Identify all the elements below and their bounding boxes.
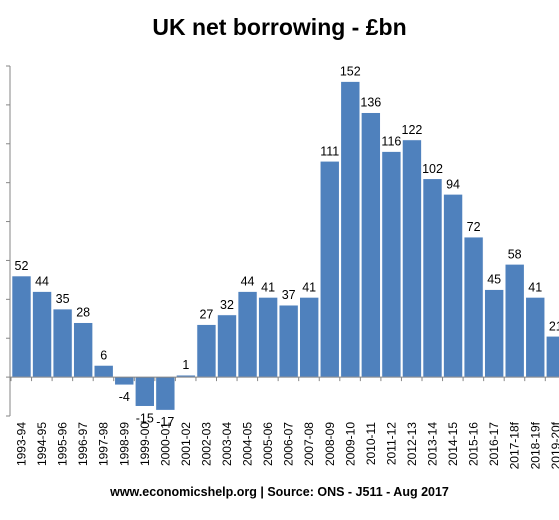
x-tick-label: 2018-19f [528,421,542,469]
data-label: -15 [136,411,154,425]
x-tick-label: 2006-07 [282,422,296,466]
data-label: 111 [320,144,339,158]
bar [52,308,73,378]
x-tick-label: 1996-97 [76,422,90,466]
data-label: 122 [402,123,423,137]
x-tick-label: 2010-11 [364,422,378,465]
x-tick-label: 1998-99 [117,422,131,466]
x-tick-label: 2000-01 [158,422,172,466]
bar [525,297,546,378]
x-tick-label: 2003-04 [220,422,234,466]
data-label: 6 [100,348,107,362]
x-tick-label: 1999-00 [138,422,152,466]
x-tick-label: 2004-05 [241,422,255,466]
bar [381,151,402,378]
x-tick-label: 2016-17 [487,422,501,466]
bar [443,194,463,378]
data-label: 136 [360,96,381,110]
x-tick-label: 1993-94 [15,422,29,466]
data-label: 44 [241,275,255,289]
chart-title: UK net borrowing - £bn [152,14,407,40]
x-tick-label: 1994-95 [35,422,49,466]
bar [237,291,258,378]
x-tick-label: 2013-14 [426,422,440,466]
bar [299,297,320,378]
x-tick-label: 2005-06 [261,422,275,466]
data-label: -17 [156,415,174,429]
data-label: 41 [302,280,316,294]
x-tick-label: 2014-15 [446,422,460,466]
bar [504,264,525,378]
bar [545,335,559,378]
x-tick-label: 2009-10 [343,422,357,466]
data-label: 58 [508,247,522,261]
bar [340,81,361,378]
bar [135,376,155,407]
bar [11,275,32,378]
x-tick-label: 2007-08 [302,422,316,466]
data-label: 152 [340,65,361,79]
x-tick-label: 2015-16 [467,422,481,466]
bar [114,376,135,386]
bar [196,324,217,378]
bar [361,112,381,378]
data-label: 45 [487,273,501,287]
chart-source: www.economicshelp.org | Source: ONS - J5… [110,485,449,499]
x-tick-label: 1997-98 [97,422,111,466]
bar [484,289,504,378]
data-label: 102 [422,162,443,176]
x-tick-label: 2008-09 [323,422,337,466]
data-label: 27 [199,308,213,322]
bar [402,139,422,378]
data-label: 37 [282,288,296,302]
data-label: 21 [549,319,559,333]
bar [463,236,484,378]
data-label: 44 [35,275,49,289]
bar [422,178,443,378]
x-tick-label: 2011-12 [384,422,398,465]
bar [217,314,237,378]
bar [73,322,93,378]
data-label: 116 [381,135,401,149]
bar [319,160,340,378]
bar [278,304,299,378]
data-label: 28 [76,306,90,320]
data-label: 35 [56,292,70,306]
bar [155,376,176,411]
data-label: 72 [467,220,481,234]
bar [93,365,114,378]
x-tick-label: 2017-18f [508,421,522,469]
bar [32,291,52,378]
x-tick-label: 2002-03 [199,422,213,466]
data-label: 41 [261,280,275,294]
data-label: -4 [119,390,130,404]
x-tick-label: 2019-20f [549,421,559,469]
x-tick-label: 2001-02 [179,422,193,466]
data-label: 41 [528,280,542,294]
data-label: 52 [15,259,29,273]
x-tick-label: 2012-13 [405,422,419,466]
x-tick-label: 1995-96 [56,422,70,466]
data-label: 94 [446,177,460,191]
data-label: 32 [220,298,234,312]
data-label: 1 [182,358,189,372]
bar [258,297,278,378]
